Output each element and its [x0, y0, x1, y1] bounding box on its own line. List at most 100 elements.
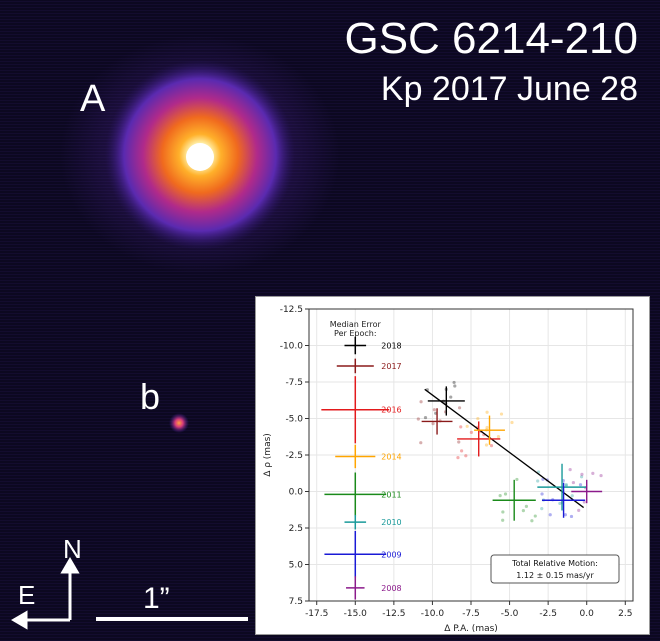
scatter-point: [524, 504, 529, 509]
scatter-point: [563, 513, 568, 517]
y-tick-label: 0.0: [289, 488, 304, 498]
legend-year-label: 2008: [381, 584, 401, 593]
scatter-point: [485, 425, 489, 430]
scatter-point: [503, 492, 508, 496]
scatter-point: [548, 513, 552, 517]
scatter-point: [485, 410, 489, 414]
y-tick-label: -10.0: [280, 342, 304, 352]
star-a-core: [186, 143, 214, 171]
scatter-point: [453, 384, 457, 388]
x-tick-label: -5.0: [501, 609, 519, 619]
scatter-point: [540, 492, 544, 496]
image-title: GSC 6214-210: [344, 14, 638, 63]
scatter-point: [570, 494, 574, 498]
scatter-point: [476, 417, 480, 421]
plot-frame: [308, 308, 634, 602]
y-tick-label: -2.5: [285, 451, 303, 461]
label-companion-b: b: [140, 376, 161, 417]
x-tick-label: 0.0: [580, 609, 595, 619]
motion-annotation-line1: Total Relative Motion:: [511, 559, 598, 568]
scatter-point: [499, 412, 504, 416]
scatter-point: [484, 443, 489, 447]
scatter-point: [569, 514, 574, 519]
scatter-point: [510, 420, 514, 425]
scatter-point: [501, 518, 505, 522]
scatter-point: [496, 435, 501, 439]
y-axis-label: Δ ρ (mas): [263, 433, 273, 477]
y-tick-label: 5.0: [289, 561, 304, 571]
scatter-point: [469, 430, 473, 434]
motion-annotation-box: [490, 554, 620, 584]
x-tick-label: -2.5: [539, 609, 557, 619]
x-tick-label: -10.0: [421, 609, 445, 619]
legend-title: Per Epoch:: [334, 329, 376, 338]
scatter-point: [580, 472, 584, 476]
legend-title: Median Error: [330, 320, 382, 329]
scatter-point: [498, 493, 502, 498]
scatter-point: [558, 501, 562, 506]
y-tick-label: 2.5: [289, 524, 303, 534]
scatter-point: [457, 406, 462, 410]
x-tick-label: -12.5: [382, 609, 405, 619]
scatter-point: [591, 471, 595, 475]
scatter-point: [577, 508, 581, 512]
scatter-point: [501, 510, 505, 514]
scatter-point: [457, 440, 461, 444]
y-tick-label: 7.5: [289, 597, 303, 607]
scatter-point: [419, 400, 423, 404]
scatter-point: [456, 456, 460, 460]
inset-plot: -17.5 -15.0 -12.5 -10.0 -7.5 -5.0 -2.5 0.0 2.5 -1…: [255, 296, 650, 635]
scatter-point: [521, 509, 525, 513]
legend-year-label: 2016: [381, 406, 401, 415]
scatter-point: [431, 422, 435, 426]
legend-year-label: 2018: [381, 342, 401, 351]
scatter-point: [568, 468, 572, 472]
scatter-point: [582, 500, 586, 504]
scatter-point: [489, 444, 494, 448]
scatter-point: [599, 473, 603, 478]
x-axis-label: Δ P.A. (mas): [444, 624, 498, 634]
companion-b: [169, 413, 189, 433]
scatter-point: [515, 477, 519, 482]
scale-label: 1”: [143, 582, 170, 615]
legend-year-label: 2010: [381, 518, 401, 527]
y-tick-label: -12.5: [280, 305, 303, 315]
x-tick-label: -17.5: [305, 609, 328, 619]
legend-year-label: 2014: [381, 452, 401, 461]
y-tick-label: -5.0: [285, 415, 303, 425]
compass-arrows: [11, 557, 80, 630]
scatter-point: [459, 425, 463, 429]
legend-year-label: 2009: [381, 550, 401, 559]
scatter-point: [452, 380, 456, 385]
scatter-point: [419, 441, 423, 445]
scatter-point: [416, 417, 420, 421]
x-tick-label: -7.5: [462, 609, 480, 619]
scatter-point: [530, 519, 534, 523]
scatter-point: [460, 449, 464, 453]
inset-plot-svg: -17.5 -15.0 -12.5 -10.0 -7.5 -5.0 -2.5 0.0 2.5 -1…: [263, 305, 634, 634]
x-tick-label: 2.5: [618, 609, 632, 619]
compass-east-label: E: [18, 580, 36, 610]
legend-year-label: 2011: [381, 490, 401, 499]
scatter-point: [536, 479, 540, 483]
compass-north-label: N: [63, 534, 82, 564]
scatter-point: [579, 475, 584, 479]
legend-year-label: 2017: [381, 362, 401, 371]
scatter-point: [449, 395, 453, 399]
motion-annotation-line2: 1.12 ± 0.15 mas/yr: [516, 571, 594, 580]
scatter-point: [578, 483, 583, 487]
scatter-point: [464, 454, 468, 458]
x-tick-label: -15.0: [344, 609, 368, 619]
scatter-point: [564, 482, 568, 487]
scatter-point: [423, 415, 428, 420]
scatter-point: [533, 514, 537, 518]
scatter-point: [571, 480, 575, 485]
scatter-point: [540, 507, 544, 511]
image-subtitle: Kp 2017 June 28: [380, 70, 638, 108]
fit-line: [424, 388, 585, 509]
scatter-point: [465, 424, 469, 428]
scatter-point: [432, 408, 436, 412]
label-star-a: A: [80, 78, 106, 120]
